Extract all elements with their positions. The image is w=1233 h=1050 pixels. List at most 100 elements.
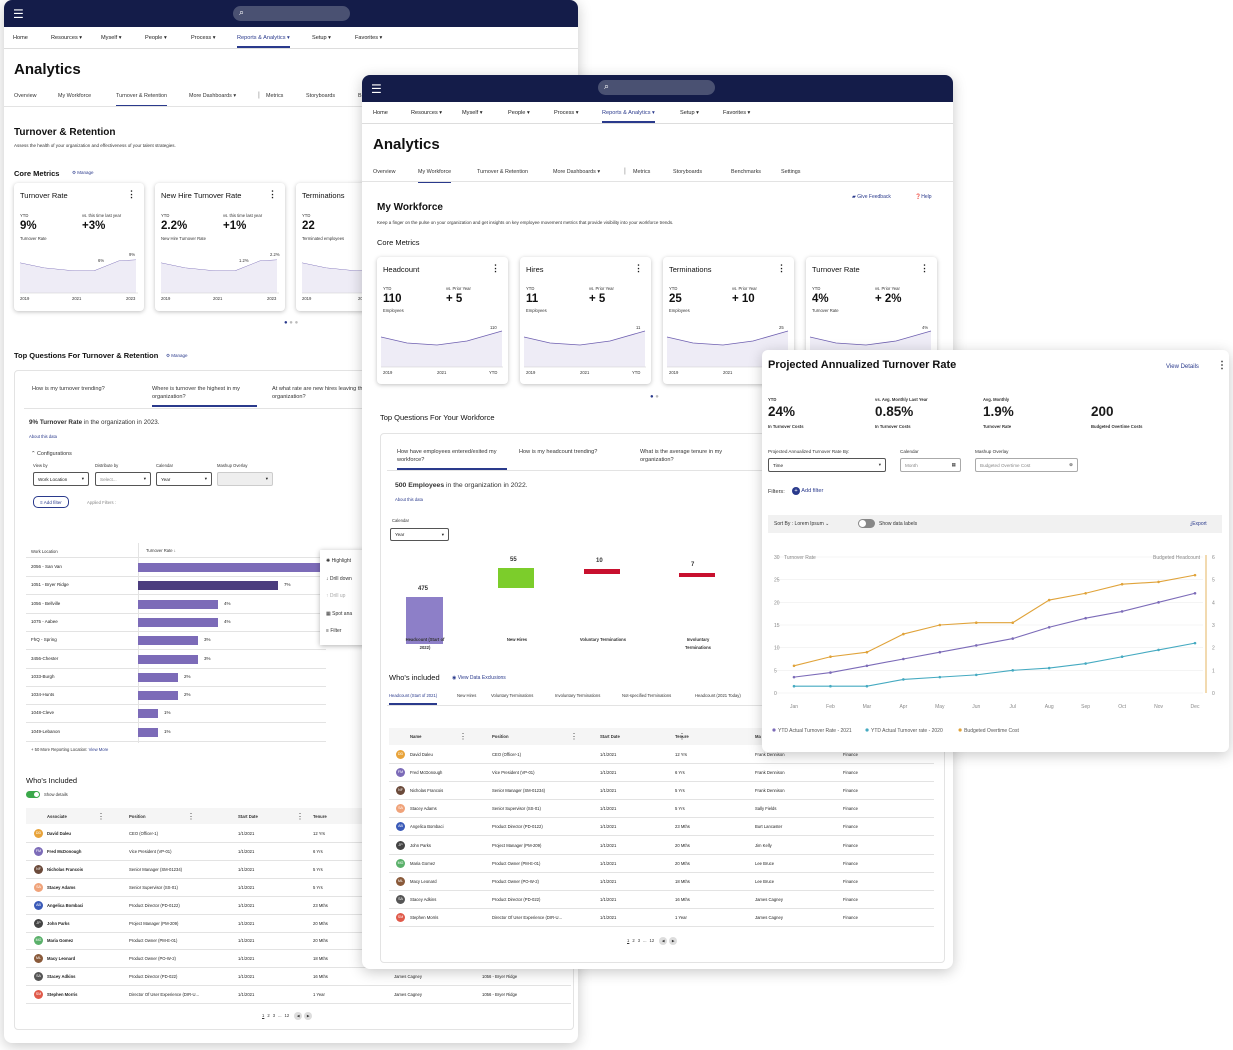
tab-overview[interactable]: Overview [14,93,37,99]
column-menu-icon[interactable]: ⋮ [187,812,195,821]
sub-tab[interactable]: Voluntary Terminations [491,693,534,698]
export-button[interactable]: ⤓Export [1190,521,1207,527]
associate-name-link[interactable]: John Parks [47,920,70,926]
associate-name-link[interactable]: Macy Leonard [47,956,76,962]
filter-select[interactable]: Time ▾ [768,458,886,472]
question-tab[interactable]: How have employees entered/exited my wor… [397,448,507,470]
more-options-icon[interactable]: ⋮ [1217,360,1227,371]
question-tab[interactable]: How is my turnover trending? [32,386,105,392]
menu-icon[interactable]: ☰ [13,7,24,21]
column-menu-icon[interactable]: ⋮ [678,732,686,741]
turnover-bar[interactable] [138,563,328,572]
associate-name-link[interactable]: David Daleu [47,831,71,836]
column-menu-icon[interactable]: ⋮ [296,812,304,821]
nav-item-myself[interactable]: Myself ▾ [462,110,483,116]
question-tab[interactable]: Where is turnover the highest in my orga… [152,385,257,407]
tab-benchmarks[interactable]: Benchmarks [731,169,761,175]
calendar-select[interactable]: Year ▾ [390,528,449,541]
page-link[interactable]: 1 [627,938,630,943]
nav-item-home[interactable]: Home [373,110,388,116]
more-options-icon[interactable]: ⋮ [920,263,929,273]
filter-select[interactable]: Budgeted Overtime Cost ⊗ [975,458,1078,472]
question-tab[interactable]: What is the average tenure in my organiz… [640,449,723,463]
tab-my-workforce[interactable]: My Workforce [58,93,92,99]
tab-overview[interactable]: Overview [373,169,396,175]
help-link[interactable]: ❓Help [915,194,932,200]
nav-item-resources[interactable]: Resources ▾ [411,110,443,116]
associate-name-link[interactable]: Stephen Morris [47,992,78,998]
page-link[interactable]: 12 [284,1013,290,1018]
menu-icon[interactable]: ☰ [371,82,382,96]
metric-card-new-hire-turnover-rate[interactable]: New Hire Turnover Rate ⋮ YTD 2.2% New Hire T… [155,183,285,311]
more-options-icon[interactable]: ⋮ [777,263,786,273]
carousel-dots[interactable]: ● ● ● [284,320,299,326]
nav-item-setup[interactable]: Setup ▾ [680,110,699,116]
turnover-bar[interactable] [138,599,218,609]
nav-item-process[interactable]: Process ▾ [191,35,216,41]
more-options-icon[interactable]: ⋮ [634,263,643,273]
tab-storyboards[interactable]: Storyboards [306,93,336,99]
tab-metrics[interactable]: Metrics [633,169,651,175]
search-input[interactable]: ⌕ [233,6,350,21]
nav-item-people[interactable]: People ▾ [145,35,167,41]
turnover-bar[interactable] [138,727,158,737]
give-feedback-link[interactable]: ▰ Give Feedback [852,194,891,200]
column-menu-icon[interactable]: ⋮ [570,732,578,741]
turnover-bar[interactable] [138,581,278,591]
configurations-toggle[interactable]: ⌃ Configurations [31,451,72,457]
more-options-icon[interactable]: ⋮ [268,189,277,199]
nav-item-favorites[interactable]: Favorites ▾ [355,35,383,41]
context-menu-item[interactable]: ↑ Drill up [326,593,345,599]
tab-metrics[interactable]: Metrics [266,93,284,99]
metric-card-turnover-rate[interactable]: Turnover Rate ⋮ YTD 9% Turnover Rate vs. this… [14,183,144,311]
about-data-link[interactable]: About this data [395,497,423,502]
add-filter-button[interactable]: + Add filter [792,487,823,495]
nav-item-people[interactable]: People ▾ [508,110,530,116]
page-link[interactable]: 2 [632,938,635,943]
turnover-bar[interactable] [138,617,218,627]
config-select[interactable]: Year ▾ [156,472,212,486]
page-link[interactable]: 3 [637,938,641,943]
prev-page-icon[interactable]: ◀ [659,937,668,945]
tab-b[interactable]: B [358,93,362,99]
manage-link-2[interactable]: ⚙ Manage [166,353,188,358]
associate-name-link[interactable]: Maria Gomez [47,938,74,944]
associate-name-link[interactable]: Stacey Adams [47,884,76,890]
page-link[interactable]: ... [278,1013,282,1018]
config-select[interactable]: Work Location ▾ [33,472,89,486]
nav-item-reports-analytics[interactable]: Reports & Analytics ▾ [237,35,290,48]
view-details-link[interactable]: View Details [1166,364,1199,370]
page-link[interactable]: 12 [649,938,655,943]
sub-tab[interactable]: Headcount (2021 Today) [695,693,741,698]
view-exclusions-link[interactable]: ◉ View Data Exclusions [452,675,506,681]
nav-item-setup[interactable]: Setup ▾ [312,35,331,41]
col-turnover-rate[interactable]: Turnover Rate ↓ [146,548,176,553]
tab-my-workforce[interactable]: My Workforce [418,169,452,183]
associate-name-link[interactable]: Angelica Bombaci [47,902,84,908]
turnover-bar[interactable] [138,691,178,701]
question-tab[interactable]: How is my headcount trending? [519,449,598,455]
page-link[interactable]: 2 [267,1013,270,1018]
filter-select[interactable]: Month ▦ [900,458,961,472]
question-tab[interactable]: At what rate are new hires leaving the o… [272,386,366,400]
associate-name-link[interactable]: Nicholas Francois [47,866,84,872]
page-link[interactable]: 1 [262,1013,265,1018]
column-menu-icon[interactable]: ⋮ [97,812,105,821]
column-menu-icon[interactable]: ⋮ [459,732,467,741]
context-menu-item[interactable]: ↓ Drill down [326,576,352,582]
tab-settings[interactable]: Settings [781,169,801,175]
search-input[interactable]: ⌕ [598,80,715,95]
metric-card-hires[interactable]: Hires ⋮ YTD 11 Employees vs. Prior Year + 5 11 2… [520,257,651,384]
turnover-bar[interactable] [138,672,178,682]
config-select[interactable]: ▾ [217,472,273,486]
turnover-bar[interactable] [138,654,198,664]
more-options-icon[interactable]: ⋮ [127,189,136,199]
metric-card-headcount[interactable]: Headcount ⋮ YTD 110 Employees vs. Prior Year +… [377,257,508,384]
sub-tab[interactable]: New Hires [457,693,477,698]
nav-item-process[interactable]: Process ▾ [554,110,579,116]
turnover-bar[interactable] [138,636,198,646]
page-link[interactable]: ... [643,938,647,943]
show-labels-toggle[interactable] [858,519,875,528]
sub-tab[interactable]: Headcount (Start of 2021) [389,693,438,705]
context-menu-item[interactable]: ▦ Spot ana [326,611,352,617]
